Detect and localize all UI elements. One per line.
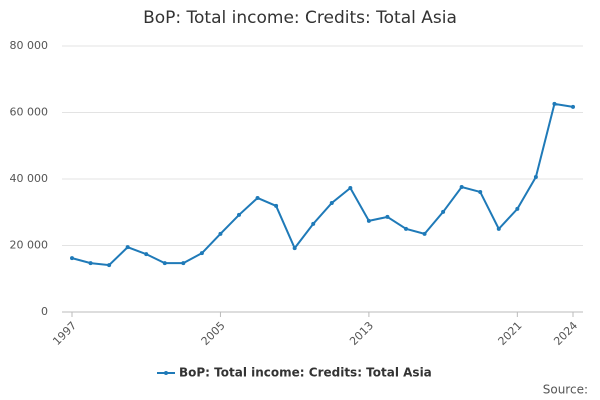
point <box>181 261 186 266</box>
y-tick-label: 80 000 <box>10 39 49 52</box>
point <box>366 218 371 223</box>
chart-title: BoP: Total income: Credits: Total Asia <box>143 8 457 28</box>
x-tick-label: 2021 <box>496 319 525 348</box>
point <box>478 189 483 194</box>
y-tick-label: 60 000 <box>10 106 49 119</box>
point <box>533 175 538 180</box>
point <box>404 226 408 231</box>
x-tick-label: 2013 <box>347 319 376 348</box>
point <box>218 231 223 236</box>
point <box>422 231 427 236</box>
point <box>237 212 241 217</box>
point <box>107 263 112 268</box>
point <box>441 209 446 214</box>
series-line <box>71 102 574 267</box>
point <box>199 251 204 256</box>
point <box>571 104 575 109</box>
point <box>385 214 390 219</box>
point <box>292 246 297 251</box>
point <box>125 245 130 250</box>
point <box>459 184 464 189</box>
y-tick-label: 0 <box>41 305 48 318</box>
y-tick-label: 20 000 <box>10 239 49 252</box>
point <box>311 221 316 226</box>
point <box>274 203 279 208</box>
point <box>552 101 557 106</box>
point <box>496 226 501 231</box>
point <box>162 261 167 266</box>
point <box>515 206 520 211</box>
point <box>70 256 74 261</box>
point <box>255 195 260 200</box>
point <box>144 252 149 257</box>
x-tick-label: 2024 <box>551 319 580 348</box>
point <box>329 200 334 205</box>
point <box>348 185 353 190</box>
legend-label: BoP: Total income: Credits: Total Asia <box>179 366 432 380</box>
x-tick-label: 2005 <box>199 319 228 348</box>
x-tick-label: 1997 <box>50 319 79 348</box>
source: Source: <box>543 383 588 397</box>
legend-swatch-dot <box>164 371 168 375</box>
y-tick-label: 40 000 <box>10 172 49 185</box>
point <box>88 261 93 266</box>
